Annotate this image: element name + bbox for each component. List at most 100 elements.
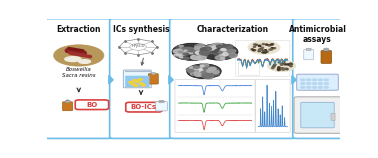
- Circle shape: [271, 68, 274, 69]
- Circle shape: [228, 49, 235, 52]
- Circle shape: [318, 79, 322, 81]
- Circle shape: [199, 67, 202, 68]
- Circle shape: [268, 60, 296, 72]
- Circle shape: [197, 48, 205, 52]
- Text: HPβCD: HPβCD: [131, 44, 145, 48]
- Circle shape: [203, 48, 213, 52]
- FancyBboxPatch shape: [301, 102, 334, 128]
- FancyBboxPatch shape: [63, 102, 73, 111]
- Circle shape: [271, 48, 274, 49]
- Circle shape: [205, 48, 211, 51]
- FancyBboxPatch shape: [65, 100, 70, 103]
- Text: BO-ICs: BO-ICs: [131, 104, 157, 110]
- Circle shape: [191, 49, 200, 53]
- Circle shape: [214, 72, 218, 74]
- Circle shape: [197, 44, 204, 47]
- Circle shape: [286, 69, 288, 70]
- Circle shape: [191, 55, 201, 59]
- Circle shape: [202, 47, 206, 49]
- FancyBboxPatch shape: [235, 40, 290, 76]
- Circle shape: [206, 49, 215, 53]
- FancyBboxPatch shape: [159, 101, 164, 103]
- Circle shape: [201, 71, 206, 73]
- Circle shape: [209, 52, 215, 54]
- Circle shape: [230, 48, 235, 50]
- FancyBboxPatch shape: [45, 19, 112, 138]
- Circle shape: [210, 69, 213, 71]
- FancyBboxPatch shape: [294, 97, 341, 133]
- Circle shape: [200, 44, 238, 60]
- Circle shape: [138, 79, 142, 80]
- Circle shape: [254, 44, 256, 45]
- Circle shape: [228, 49, 235, 52]
- Circle shape: [283, 68, 285, 69]
- Circle shape: [259, 49, 261, 50]
- Circle shape: [214, 53, 218, 55]
- Circle shape: [266, 51, 268, 52]
- FancyBboxPatch shape: [159, 101, 164, 102]
- Circle shape: [278, 67, 280, 68]
- Circle shape: [212, 43, 223, 47]
- Circle shape: [141, 84, 145, 86]
- Circle shape: [204, 46, 208, 48]
- Circle shape: [288, 64, 290, 65]
- Circle shape: [178, 52, 187, 55]
- Circle shape: [204, 74, 211, 77]
- Circle shape: [201, 55, 208, 57]
- Circle shape: [273, 48, 276, 49]
- FancyBboxPatch shape: [175, 79, 255, 133]
- Circle shape: [194, 46, 203, 50]
- Circle shape: [208, 67, 216, 70]
- Circle shape: [186, 58, 189, 59]
- FancyBboxPatch shape: [148, 74, 158, 84]
- Circle shape: [186, 68, 195, 71]
- Circle shape: [221, 49, 226, 51]
- Circle shape: [178, 51, 183, 53]
- Circle shape: [188, 51, 197, 55]
- Circle shape: [313, 79, 317, 81]
- Circle shape: [184, 50, 187, 51]
- Circle shape: [271, 44, 274, 45]
- Circle shape: [203, 48, 209, 51]
- Circle shape: [183, 53, 188, 55]
- Circle shape: [200, 50, 204, 52]
- Circle shape: [227, 53, 237, 58]
- Circle shape: [129, 81, 133, 83]
- Text: Extraction: Extraction: [56, 25, 101, 34]
- Circle shape: [273, 66, 275, 67]
- Circle shape: [253, 46, 256, 47]
- Circle shape: [186, 47, 196, 51]
- Circle shape: [262, 44, 265, 45]
- Circle shape: [287, 64, 290, 65]
- Circle shape: [206, 73, 214, 77]
- Circle shape: [283, 61, 285, 62]
- Circle shape: [207, 52, 209, 53]
- Circle shape: [172, 44, 212, 60]
- Circle shape: [195, 69, 200, 71]
- Circle shape: [200, 73, 210, 77]
- Circle shape: [200, 64, 209, 67]
- Circle shape: [273, 66, 275, 67]
- Circle shape: [188, 68, 195, 70]
- Circle shape: [282, 69, 284, 70]
- Circle shape: [189, 49, 196, 52]
- Circle shape: [324, 86, 328, 88]
- FancyBboxPatch shape: [156, 102, 167, 111]
- Circle shape: [206, 70, 214, 72]
- Circle shape: [224, 49, 231, 51]
- Circle shape: [280, 68, 283, 69]
- Circle shape: [200, 44, 237, 59]
- Circle shape: [201, 65, 204, 67]
- Circle shape: [324, 79, 328, 81]
- Circle shape: [223, 45, 226, 46]
- Circle shape: [214, 46, 216, 48]
- Circle shape: [192, 72, 200, 76]
- Circle shape: [194, 72, 201, 76]
- Circle shape: [262, 50, 265, 51]
- Circle shape: [195, 69, 203, 73]
- Circle shape: [204, 71, 211, 74]
- Circle shape: [195, 45, 201, 47]
- Circle shape: [307, 83, 311, 84]
- FancyBboxPatch shape: [170, 19, 295, 138]
- FancyBboxPatch shape: [297, 74, 338, 90]
